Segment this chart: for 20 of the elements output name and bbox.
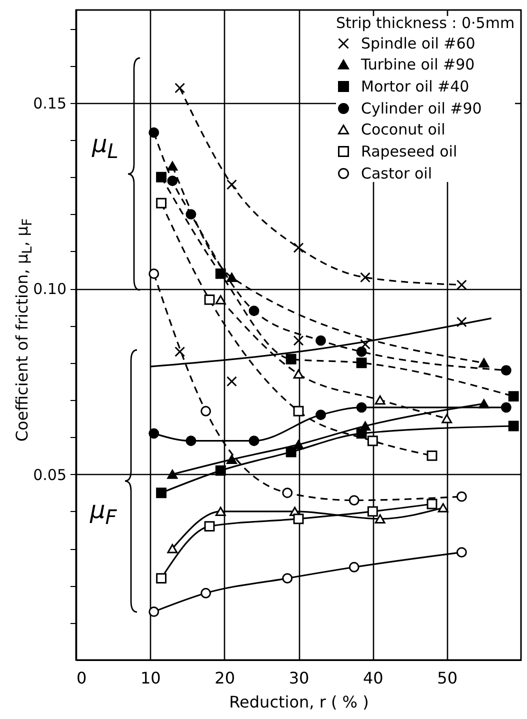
x-tick-label: 20 bbox=[214, 668, 236, 688]
annotation: μ$_{L}$ bbox=[92, 130, 118, 163]
y-tick-label: 0.10 bbox=[33, 280, 66, 298]
legend-title: Strip thickness : 0·5mm bbox=[336, 14, 515, 32]
legend-label: Mortor oil #40 bbox=[361, 78, 470, 96]
y-tick-label: 0.15 bbox=[33, 94, 66, 112]
x-tick-label: 10 bbox=[140, 668, 161, 688]
x-tick-label: 40 bbox=[362, 668, 384, 688]
legend-label: Rapeseed oil bbox=[361, 142, 458, 160]
legend-label: Cylinder oil #90 bbox=[361, 100, 482, 118]
annotation: μ$_{F}$ bbox=[90, 496, 117, 529]
x-tick-label: 0 bbox=[76, 668, 87, 688]
x-axis-title: Reduction, r ( % ) bbox=[229, 692, 369, 712]
legend-label: Turbine oil #90 bbox=[360, 56, 475, 74]
x-tick-label: 30 bbox=[288, 668, 310, 688]
legend-label: Castor oil bbox=[361, 164, 432, 182]
legend-label: Spindle oil #60 bbox=[361, 34, 476, 52]
legend-label: Coconut oil bbox=[361, 120, 446, 138]
x-tick-label: 50 bbox=[437, 668, 458, 688]
y-tick-label: 0.05 bbox=[33, 466, 66, 484]
